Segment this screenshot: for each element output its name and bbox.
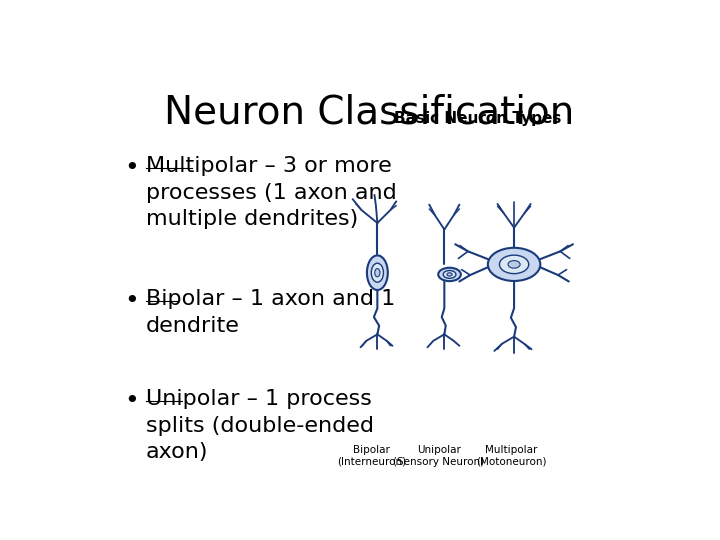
Text: Unipolar
(Sensory Neuron): Unipolar (Sensory Neuron) — [393, 446, 485, 467]
Ellipse shape — [508, 261, 520, 268]
Text: •: • — [125, 289, 139, 313]
Text: Bipolar
(Interneuron): Bipolar (Interneuron) — [337, 446, 406, 467]
Ellipse shape — [438, 268, 461, 281]
Text: Multipolar – 3 or more
processes (1 axon and
multiple dendrites): Multipolar – 3 or more processes (1 axon… — [145, 156, 397, 229]
Text: Bipolar – 1 axon and 1
dendrite: Bipolar – 1 axon and 1 dendrite — [145, 289, 395, 336]
Ellipse shape — [500, 255, 528, 274]
Text: Multipolar
(Motoneuron): Multipolar (Motoneuron) — [476, 446, 546, 467]
Ellipse shape — [488, 248, 540, 281]
Ellipse shape — [444, 271, 456, 278]
Ellipse shape — [372, 263, 384, 282]
Ellipse shape — [374, 268, 380, 277]
Text: Basic Neuron Types: Basic Neuron Types — [394, 111, 562, 125]
Text: •: • — [125, 156, 139, 180]
Text: Neuron Classification: Neuron Classification — [164, 94, 574, 132]
Text: Unipolar – 1 process
splits (double-ended
axon): Unipolar – 1 process splits (double-ende… — [145, 389, 374, 462]
Text: •: • — [125, 389, 139, 413]
Ellipse shape — [447, 273, 452, 276]
Ellipse shape — [367, 255, 388, 290]
